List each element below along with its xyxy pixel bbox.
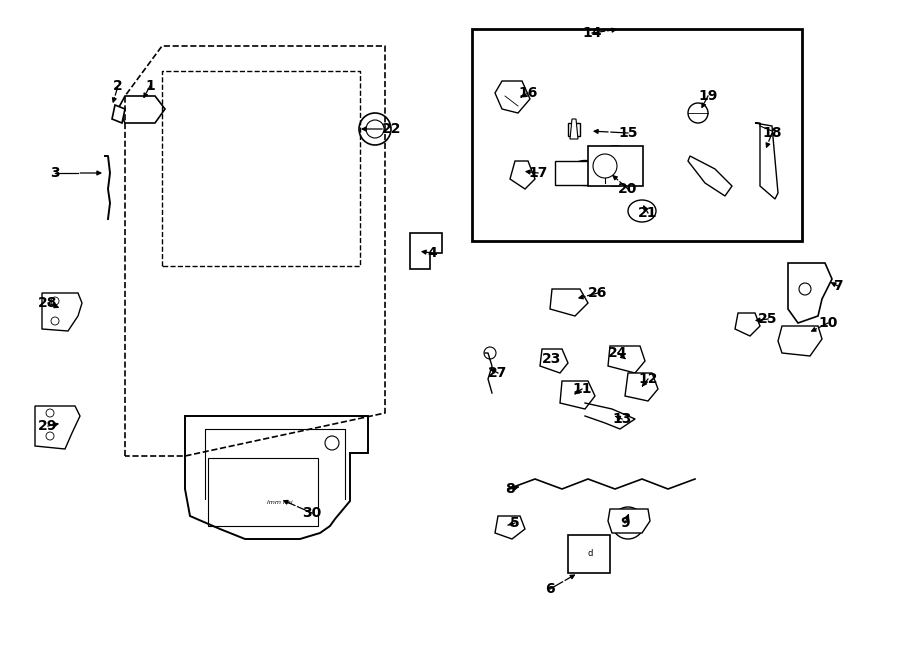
Polygon shape bbox=[495, 516, 525, 539]
Text: 26: 26 bbox=[589, 286, 608, 300]
Polygon shape bbox=[608, 346, 645, 373]
Ellipse shape bbox=[592, 146, 637, 186]
Polygon shape bbox=[118, 96, 165, 123]
Polygon shape bbox=[625, 373, 658, 401]
Polygon shape bbox=[35, 406, 80, 449]
Text: 3: 3 bbox=[50, 166, 59, 180]
Circle shape bbox=[359, 113, 391, 145]
Text: 25: 25 bbox=[758, 312, 778, 326]
Circle shape bbox=[612, 507, 644, 539]
Polygon shape bbox=[788, 263, 832, 323]
Ellipse shape bbox=[628, 200, 656, 222]
Text: 14: 14 bbox=[582, 26, 602, 40]
Polygon shape bbox=[495, 81, 530, 113]
Text: 27: 27 bbox=[489, 366, 508, 380]
Text: 28: 28 bbox=[38, 296, 58, 310]
Polygon shape bbox=[112, 105, 125, 123]
Text: 11: 11 bbox=[572, 382, 592, 396]
Polygon shape bbox=[568, 123, 580, 136]
Text: 21: 21 bbox=[638, 206, 658, 220]
Bar bbox=[208, 458, 318, 526]
Polygon shape bbox=[735, 313, 760, 336]
Circle shape bbox=[688, 103, 708, 123]
Text: 8: 8 bbox=[505, 482, 515, 496]
Polygon shape bbox=[778, 326, 822, 356]
Text: 12: 12 bbox=[638, 372, 658, 386]
Polygon shape bbox=[540, 349, 568, 373]
Bar bbox=[568, 535, 610, 573]
Bar bbox=[555, 161, 607, 185]
Polygon shape bbox=[560, 381, 595, 409]
Text: 6: 6 bbox=[545, 582, 554, 596]
Polygon shape bbox=[550, 289, 588, 316]
Text: 4: 4 bbox=[428, 246, 436, 260]
Text: 2: 2 bbox=[113, 79, 123, 93]
Polygon shape bbox=[570, 119, 578, 139]
Bar bbox=[472, 29, 802, 241]
Text: lmm hai: lmm hai bbox=[267, 500, 293, 506]
Polygon shape bbox=[410, 233, 442, 269]
Polygon shape bbox=[42, 293, 82, 331]
Polygon shape bbox=[755, 123, 778, 199]
Polygon shape bbox=[510, 161, 535, 189]
Text: d: d bbox=[588, 549, 593, 559]
Text: 13: 13 bbox=[612, 412, 632, 426]
Text: 29: 29 bbox=[39, 419, 58, 433]
Text: 19: 19 bbox=[698, 89, 717, 103]
Text: 23: 23 bbox=[543, 352, 562, 366]
Text: 1: 1 bbox=[145, 79, 155, 93]
Polygon shape bbox=[608, 509, 650, 533]
Text: 9: 9 bbox=[620, 516, 630, 530]
Text: 22: 22 bbox=[382, 122, 401, 136]
Text: 15: 15 bbox=[618, 126, 638, 140]
Polygon shape bbox=[185, 416, 368, 539]
Text: 17: 17 bbox=[528, 166, 548, 180]
Text: 24: 24 bbox=[608, 346, 628, 360]
Text: 18: 18 bbox=[762, 126, 782, 140]
Text: 10: 10 bbox=[818, 316, 838, 330]
Text: 7: 7 bbox=[833, 279, 842, 293]
Bar bbox=[588, 146, 643, 186]
Text: 20: 20 bbox=[618, 182, 638, 196]
Text: 16: 16 bbox=[518, 86, 537, 100]
Ellipse shape bbox=[569, 161, 601, 186]
Polygon shape bbox=[688, 156, 732, 196]
Text: 5: 5 bbox=[510, 516, 520, 530]
Text: 30: 30 bbox=[302, 506, 321, 520]
